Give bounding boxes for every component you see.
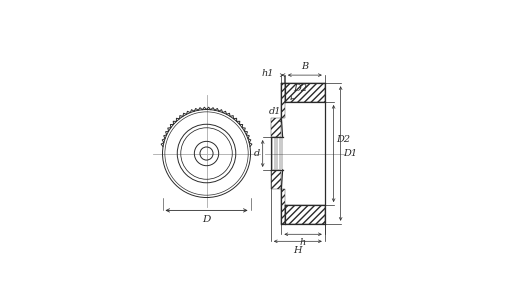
Text: h1: h1 [262,69,275,78]
Bar [281,83,285,119]
Bar [271,170,281,188]
Bar [285,83,325,102]
Text: D2: D2 [336,135,350,144]
Bar [285,205,325,224]
Text: D2: D2 [291,85,307,99]
Text: h: h [300,239,306,247]
Text: d: d [254,149,260,158]
Bar [281,188,285,224]
Text: B: B [301,62,309,71]
Bar [271,119,281,137]
Text: D1: D1 [343,149,357,158]
Text: D: D [202,215,211,224]
Text: d1: d1 [268,107,282,123]
Text: H: H [293,246,302,254]
